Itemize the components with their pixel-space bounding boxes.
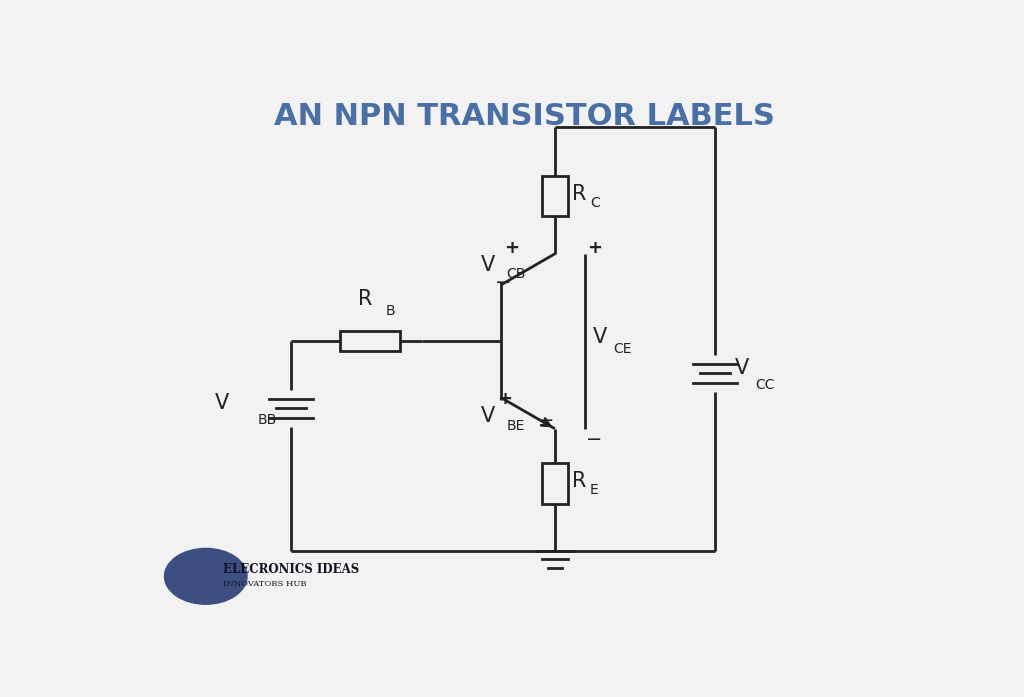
- Text: V: V: [481, 406, 496, 426]
- Text: −: −: [587, 430, 603, 449]
- Text: +: +: [587, 239, 602, 257]
- Bar: [543, 464, 567, 504]
- Text: R: R: [358, 289, 373, 309]
- Circle shape: [165, 549, 247, 604]
- Bar: [340, 331, 399, 351]
- Text: +: +: [504, 239, 519, 257]
- Text: V: V: [481, 254, 496, 275]
- Text: E: E: [590, 484, 599, 498]
- Bar: [543, 176, 567, 217]
- Text: BB: BB: [257, 413, 276, 427]
- Text: CE: CE: [613, 342, 632, 355]
- Text: CB: CB: [507, 267, 526, 281]
- Text: AN NPN TRANSISTOR LABELS: AN NPN TRANSISTOR LABELS: [274, 102, 775, 132]
- Text: V: V: [735, 358, 750, 378]
- Text: INNOVATORS HUB: INNOVATORS HUB: [223, 580, 307, 588]
- Text: V: V: [215, 393, 228, 413]
- Text: ELECRONICS IDEAS: ELECRONICS IDEAS: [223, 563, 359, 576]
- Text: +: +: [498, 390, 512, 408]
- Text: C: C: [590, 197, 600, 210]
- Text: −: −: [539, 411, 555, 429]
- Text: V: V: [593, 327, 607, 347]
- Text: B: B: [386, 304, 395, 318]
- Text: BE: BE: [507, 418, 525, 433]
- Text: R: R: [572, 470, 587, 491]
- Text: CC: CC: [755, 378, 774, 392]
- Text: −: −: [496, 273, 512, 292]
- Text: R: R: [572, 184, 587, 204]
